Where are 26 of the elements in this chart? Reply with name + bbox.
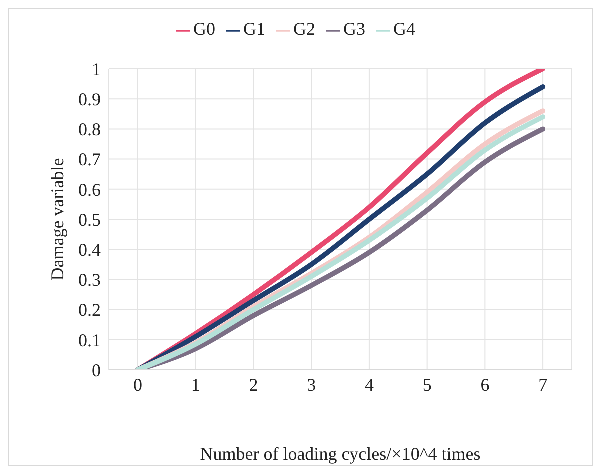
- y-tick-label: 0.4: [78, 240, 101, 260]
- legend-label: G4: [394, 19, 416, 39]
- x-tick-label: 3: [307, 374, 316, 395]
- x-tick-label: 1: [191, 374, 200, 395]
- y-tick-label: 0.1: [78, 330, 101, 350]
- legend-label: G3: [344, 19, 366, 39]
- x-tick-label: 5: [422, 374, 432, 395]
- y-tick-label: 0.7: [78, 150, 101, 170]
- x-axis-title: Number of loading cycles/×10^4 times: [200, 444, 481, 464]
- y-axis-title: Damage variable: [47, 158, 68, 281]
- x-tick-label: 4: [364, 374, 374, 395]
- legend-label: G1: [244, 19, 266, 39]
- x-tick-label: 6: [480, 374, 490, 395]
- x-tick-label: 2: [249, 374, 258, 395]
- x-tick-label: 7: [538, 374, 548, 395]
- x-tick-label: 0: [133, 374, 142, 395]
- legend-label: G2: [294, 19, 316, 39]
- y-tick-label: 0: [92, 360, 101, 380]
- y-tick-label: 0.2: [78, 300, 101, 320]
- legend-label: G0: [194, 19, 216, 39]
- y-tick-label: 0.8: [78, 120, 101, 140]
- y-tick-label: 0.6: [78, 180, 101, 200]
- y-tick-label: 0.3: [78, 270, 101, 290]
- y-tick-label: 1: [92, 59, 101, 80]
- y-tick-label: 0.9: [78, 89, 101, 110]
- y-tick-label: 0.5: [78, 210, 101, 230]
